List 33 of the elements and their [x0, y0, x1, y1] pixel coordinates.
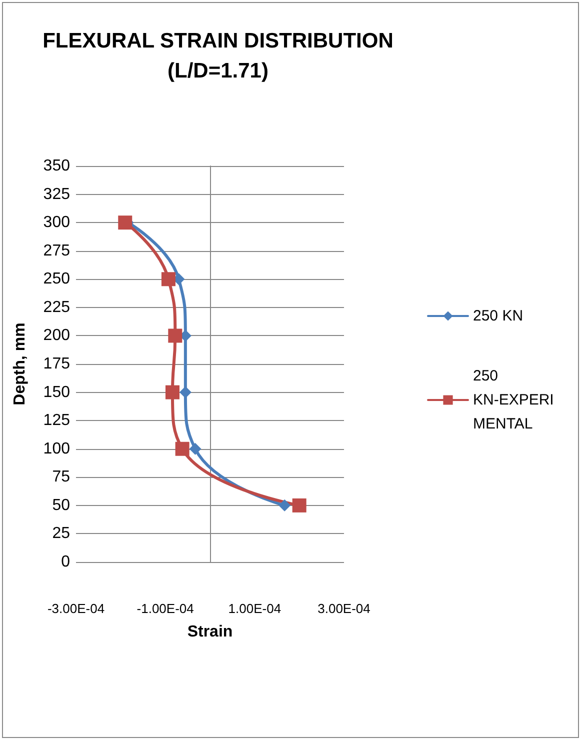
point [165, 385, 180, 400]
y-tick-label: 300 [43, 214, 70, 232]
y-tick-label: 250 [43, 270, 70, 288]
y-axis-title: Depth, mm [12, 322, 28, 406]
y-tick-label: 275 [43, 242, 70, 260]
y-tick-label: 100 [43, 440, 70, 458]
y-tick-label: 150 [43, 384, 70, 401]
y-tick-label: 350 [43, 158, 70, 174]
legend-label: 250 KN [473, 308, 524, 324]
x-axis-title: Strain [187, 624, 233, 640]
x-tick-label: 3.00E-04 [318, 601, 370, 616]
chart-title: FLEXURAL STRAIN DISTRIBUTION (L/D=1.71) [42, 30, 394, 82]
point [292, 498, 306, 512]
y-tick-label: 175 [43, 356, 70, 372]
point [175, 442, 190, 456]
x-tick-label: -1.00E-04 [136, 601, 194, 616]
y-tick-label: 75 [52, 468, 70, 486]
y-tick-label: 125 [43, 412, 70, 430]
point [278, 499, 291, 512]
x-tick-label: 1.00E-04 [228, 601, 282, 616]
y-tick-label: 325 [43, 186, 70, 203]
y-tick-label: 0 [61, 554, 70, 570]
point [118, 216, 132, 230]
point [189, 442, 202, 455]
legend-label: 250 KN-EXPERIMENTAL [473, 368, 554, 432]
point [168, 328, 182, 343]
y-tick-label: 50 [52, 496, 70, 514]
point [179, 386, 192, 398]
y-tick-label: 25 [52, 525, 70, 542]
y-tick-label: 200 [43, 327, 70, 344]
point [161, 272, 176, 286]
x-tick-label: -3.00E-04 [47, 601, 105, 616]
y-tick-label: 225 [43, 298, 70, 316]
